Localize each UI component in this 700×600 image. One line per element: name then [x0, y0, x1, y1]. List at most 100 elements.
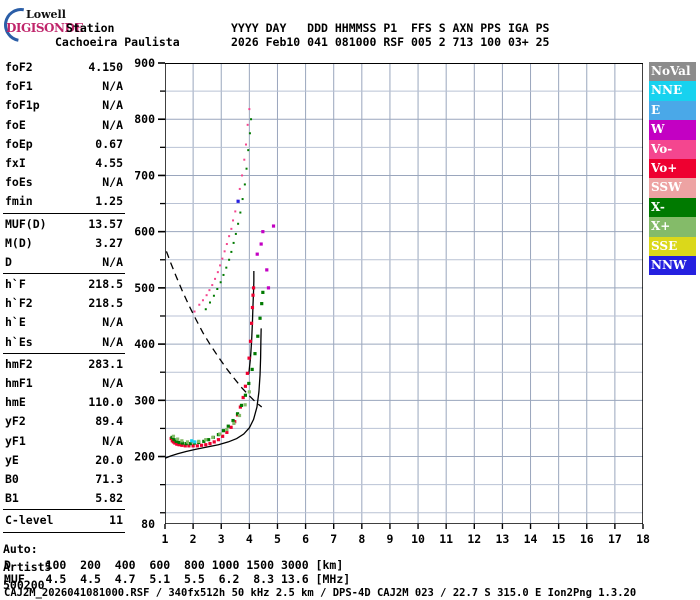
param-row: D N/A	[3, 253, 125, 272]
series-points	[169, 286, 256, 448]
param-value: 3.27	[95, 235, 123, 250]
x-tick-label: 15	[552, 532, 566, 546]
param-label: h`E	[5, 315, 26, 330]
param-block-profile: hmF2 283.1 hmF1 N/A hmE 110.0 yF2 89.4 yF1 N/A yE 2…	[3, 355, 125, 509]
param-row: foEp 0.67	[3, 135, 125, 154]
legend-item-nne[interactable]: NNE	[649, 81, 696, 101]
param-row: MUF(D) 13.57	[3, 215, 125, 234]
param-label: foEs	[5, 175, 33, 190]
x-tick-label: 12	[467, 532, 481, 546]
param-value: 110.0	[88, 395, 123, 410]
param-label: fmin	[5, 194, 33, 209]
series-points	[236, 199, 240, 203]
param-row: yF2 89.4	[3, 412, 125, 431]
y-tick-label: 700	[134, 168, 155, 182]
grid-lines	[165, 63, 643, 524]
param-value: 4.55	[95, 155, 123, 170]
y-tick-label-min: 80	[141, 517, 155, 531]
param-label: B1	[5, 491, 19, 506]
param-value: N/A	[102, 315, 123, 330]
lowell-digisonde-logo: Lowell DIGISONDE	[0, 1, 96, 49]
x-tick-label: 10	[411, 532, 425, 546]
x-tick-label: 8	[358, 532, 365, 546]
legend-item-x-[interactable]: X-	[649, 197, 696, 218]
param-value: 11	[109, 513, 123, 528]
param-value: 218.5	[88, 277, 123, 292]
footer-file-row: CAJ2M_2026041081000.RSF / 340fx512h 50 k…	[4, 587, 637, 599]
y-tick-label: 500	[134, 281, 155, 295]
param-block-auto: Auto: Artist5 500200	[3, 534, 125, 594]
param-row: foF1 N/A	[3, 77, 125, 96]
parameter-panel: foF2 4.150 foF1 N/A foF1p N/A foE N/A foEp 0.67 fx…	[3, 58, 125, 594]
legend-item-x-[interactable]: X+	[649, 217, 696, 237]
param-row: hmF1 N/A	[3, 374, 125, 393]
x-tick-label: 5	[274, 532, 281, 546]
x-tick-label: 11	[439, 532, 453, 546]
param-row: hmF2 283.1	[3, 355, 125, 374]
y-tick-label: 900	[134, 56, 155, 70]
param-value: N/A	[102, 175, 123, 190]
param-label: foEp	[5, 136, 33, 151]
param-block-frequencies: foF2 4.150 foF1 N/A foF1p N/A foE N/A foEp 0.67 fx…	[3, 58, 125, 212]
legend-item-e[interactable]: E	[649, 100, 696, 121]
y-tick-label: 600	[134, 225, 155, 239]
legend-item-vo-[interactable]: Vo+	[649, 158, 696, 179]
legend-item-noval[interactable]: NoVal	[649, 62, 696, 82]
legend-item-sse[interactable]: SSE	[649, 236, 696, 256]
param-label: yF1	[5, 433, 26, 448]
param-row: h`E N/A	[3, 313, 125, 332]
param-row: fmin 1.25	[3, 192, 125, 211]
y-tick-label: 800	[134, 112, 155, 126]
header-column-values: 2026 Feb10 041 081000 RSF 005 2 713 100 …	[231, 35, 550, 49]
param-auto-line: Auto:	[3, 541, 38, 556]
curve	[165, 328, 262, 459]
param-label: hmF2	[5, 356, 33, 371]
header-station-value: Cachoeira Paulista	[55, 35, 180, 49]
param-value: 4.150	[88, 60, 123, 74]
param-divider-4	[3, 509, 125, 511]
param-row: h`F 218.5	[3, 275, 125, 294]
curve	[165, 251, 263, 408]
legend-item-w[interactable]: W	[649, 120, 696, 140]
legend-item-nnw[interactable]: NNW	[649, 255, 696, 276]
series-points	[255, 224, 276, 290]
param-label: h`F	[5, 277, 26, 292]
logo-lowell-text: Lowell	[26, 8, 66, 21]
x-tick-label: 16	[580, 532, 594, 546]
param-value: N/A	[102, 334, 123, 349]
param-label: h`Es	[5, 334, 33, 349]
logo-digisonde-text: DIGISONDE	[6, 21, 84, 35]
param-row: h`Es N/A	[3, 333, 125, 352]
y-tick-label: 200	[134, 450, 155, 464]
param-divider-3	[3, 352, 125, 354]
legend-item-vo-[interactable]: Vo-	[649, 139, 696, 159]
param-value: 1.25	[95, 194, 123, 209]
param-value: 5.82	[95, 491, 123, 506]
param-row: foF2 4.150	[3, 58, 125, 77]
param-label: foF1p	[5, 98, 40, 113]
legend-item-ssw[interactable]: SSW	[649, 178, 696, 198]
param-row: foF1p N/A	[3, 96, 125, 115]
param-label: fxI	[5, 155, 26, 170]
param-row: C-level 11	[3, 511, 125, 530]
footer-muf-row: MUF 4.5 4.5 4.7 5.1 5.5 6.2 8.3 13.6 [MH…	[4, 572, 351, 586]
param-label: hmF1	[5, 376, 33, 390]
param-row: M(D) 3.27	[3, 234, 125, 253]
footer-info: D 100 200 400 600 800 1000 1500 3000 [km…	[4, 558, 636, 600]
x-tick-label: 6	[302, 532, 309, 546]
param-label: foF1	[5, 79, 33, 94]
param-auto-line: Artist5	[3, 559, 52, 574]
y-tick-label: 300	[134, 393, 155, 407]
param-label: yE	[5, 452, 19, 467]
param-label: hmE	[5, 395, 26, 410]
x-tick-label: 1	[162, 532, 169, 546]
x-tick-label: 7	[330, 532, 337, 546]
param-block-virtual-heights: h`F 218.5 h`F2 218.5 h`E N/A h`Es N/A	[3, 275, 125, 352]
direction-legend: NoVal NNE E W Vo- Vo+ SSW X- X+ SSE NNW	[649, 62, 696, 276]
series-points	[193, 108, 251, 313]
x-tick-label: 17	[608, 532, 622, 546]
series-points	[170, 290, 265, 446]
series-points	[171, 390, 251, 444]
param-value: 71.3	[95, 471, 123, 486]
